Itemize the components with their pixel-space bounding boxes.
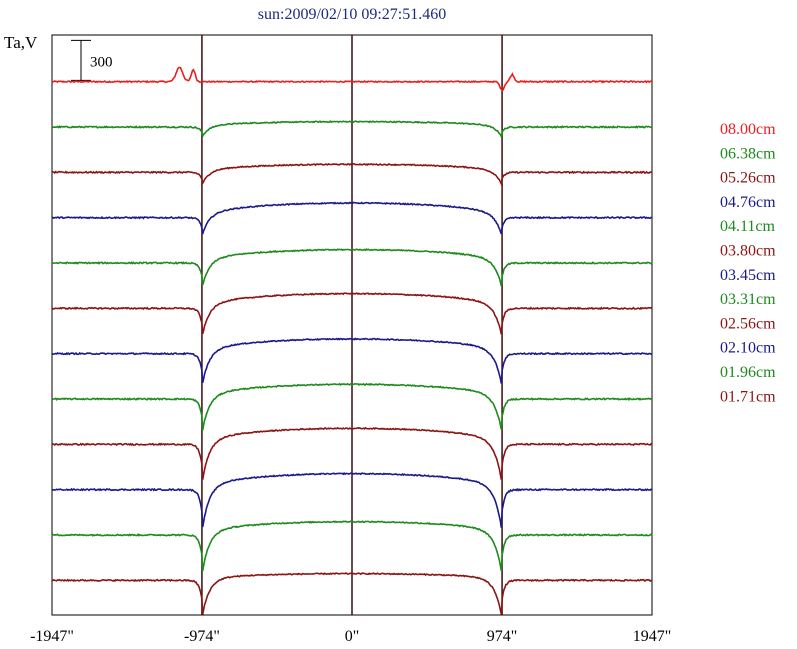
series-line-04.76cm: [51, 201, 652, 235]
x-tick-labels: -1947" -974" 0" 974" 1947": [30, 628, 671, 645]
series-line-02.10cm: [51, 472, 653, 528]
legend-item: 04.11cm: [720, 218, 776, 235]
x-tick-label: 1947": [633, 628, 672, 645]
series-line-03.45cm: [51, 337, 652, 384]
legend-item: 06.38cm: [720, 145, 776, 162]
legend-item: 03.80cm: [720, 243, 776, 260]
x-tick-label: 974": [487, 628, 518, 645]
series-line-03.80cm: [51, 292, 653, 335]
series-line-03.31cm: [51, 382, 653, 431]
legend-item: 08.00cm: [720, 121, 776, 138]
series-line-08.00cm: [51, 66, 653, 92]
legend: 08.00cm 06.38cm 05.26cm 04.76cm 04.11cm 03.80…: [720, 121, 776, 405]
series-group: [51, 66, 653, 615]
legend-item: 03.31cm: [720, 291, 776, 308]
series-line-01.71cm: [51, 572, 653, 615]
legend-item: 02.10cm: [720, 340, 776, 357]
y-axis-label: Ta,V: [4, 33, 38, 52]
legend-item: 04.76cm: [720, 194, 776, 211]
series-line-01.96cm: [51, 520, 653, 571]
series-line-02.56cm: [51, 426, 653, 480]
legend-item: 02.56cm: [720, 315, 776, 332]
legend-item: 01.96cm: [720, 364, 776, 381]
x-tick-label: -974": [184, 628, 220, 645]
x-tick-label: -1947": [30, 628, 74, 645]
scale-bar-label: 300: [90, 54, 113, 70]
series-line-06.38cm: [51, 120, 653, 139]
x-tick-label: 0": [345, 628, 360, 645]
series-line-05.26cm: [51, 162, 653, 187]
chart-title: sun:2009/02/10 09:27:51.460: [258, 6, 446, 23]
scale-bar: 300: [71, 39, 113, 81]
legend-item: 05.26cm: [720, 170, 776, 187]
legend-item: 03.45cm: [720, 267, 776, 284]
series-line-04.11cm: [51, 248, 653, 287]
legend-item: 01.71cm: [720, 388, 776, 405]
